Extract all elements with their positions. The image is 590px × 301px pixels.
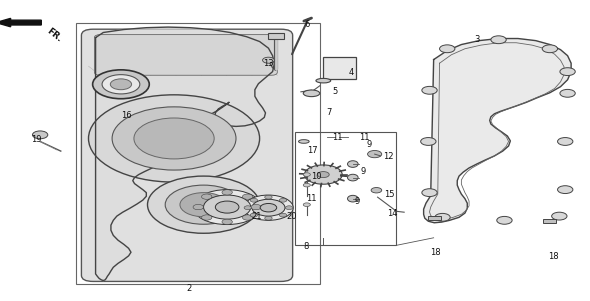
Circle shape bbox=[552, 212, 567, 220]
Bar bbox=[268, 33, 284, 39]
Text: 13: 13 bbox=[263, 59, 274, 68]
Circle shape bbox=[421, 138, 436, 145]
Circle shape bbox=[251, 204, 261, 210]
Bar bbox=[76, 23, 320, 284]
Text: 4: 4 bbox=[349, 68, 353, 77]
FancyBboxPatch shape bbox=[94, 35, 277, 75]
Text: 16: 16 bbox=[122, 111, 132, 120]
Circle shape bbox=[32, 131, 48, 139]
Text: 14: 14 bbox=[387, 209, 398, 218]
Circle shape bbox=[112, 107, 236, 170]
Circle shape bbox=[303, 203, 310, 206]
Ellipse shape bbox=[348, 174, 358, 181]
Text: 5: 5 bbox=[332, 87, 337, 96]
Text: 3: 3 bbox=[474, 35, 480, 44]
Circle shape bbox=[304, 165, 342, 184]
Text: 18: 18 bbox=[548, 252, 559, 261]
Circle shape bbox=[368, 150, 382, 158]
Circle shape bbox=[422, 86, 437, 94]
Circle shape bbox=[222, 219, 232, 225]
Text: 10: 10 bbox=[312, 172, 322, 181]
Polygon shape bbox=[424, 39, 571, 223]
Text: 9: 9 bbox=[355, 197, 359, 206]
Circle shape bbox=[265, 195, 272, 199]
Text: 19: 19 bbox=[31, 135, 42, 144]
Circle shape bbox=[497, 216, 512, 224]
Circle shape bbox=[222, 190, 232, 195]
Text: 12: 12 bbox=[383, 152, 394, 161]
Text: 11: 11 bbox=[332, 133, 343, 142]
Circle shape bbox=[88, 95, 260, 182]
Ellipse shape bbox=[303, 90, 320, 97]
Circle shape bbox=[558, 138, 573, 145]
Text: 15: 15 bbox=[384, 190, 395, 199]
FancyArrow shape bbox=[0, 18, 41, 27]
Text: 8: 8 bbox=[303, 242, 309, 251]
Circle shape bbox=[250, 198, 258, 202]
Text: 7: 7 bbox=[326, 108, 332, 117]
Circle shape bbox=[204, 195, 251, 219]
Ellipse shape bbox=[299, 140, 309, 143]
Circle shape bbox=[491, 36, 506, 44]
Circle shape bbox=[165, 185, 242, 224]
Bar bbox=[428, 216, 441, 220]
Circle shape bbox=[252, 199, 285, 216]
Circle shape bbox=[286, 206, 293, 209]
Bar bbox=[323, 57, 356, 79]
Text: 2: 2 bbox=[186, 284, 191, 293]
Text: FR.: FR. bbox=[45, 26, 64, 43]
Circle shape bbox=[202, 215, 212, 220]
Circle shape bbox=[435, 213, 450, 221]
Circle shape bbox=[422, 189, 437, 197]
Circle shape bbox=[180, 193, 227, 217]
Circle shape bbox=[148, 176, 260, 233]
Circle shape bbox=[193, 204, 204, 210]
Circle shape bbox=[303, 183, 310, 187]
Circle shape bbox=[244, 195, 293, 220]
Text: 17: 17 bbox=[307, 146, 318, 155]
Circle shape bbox=[102, 75, 140, 94]
Circle shape bbox=[193, 190, 261, 225]
Circle shape bbox=[542, 45, 558, 53]
Circle shape bbox=[242, 215, 253, 220]
Text: 9: 9 bbox=[360, 167, 365, 176]
Circle shape bbox=[260, 203, 277, 212]
Circle shape bbox=[242, 194, 253, 199]
Text: 20: 20 bbox=[287, 212, 297, 221]
Ellipse shape bbox=[348, 161, 358, 167]
Circle shape bbox=[244, 206, 251, 209]
Circle shape bbox=[317, 172, 329, 178]
Text: 6: 6 bbox=[304, 20, 310, 29]
Ellipse shape bbox=[316, 79, 331, 83]
Circle shape bbox=[303, 173, 310, 176]
Text: 9: 9 bbox=[366, 140, 371, 149]
Circle shape bbox=[93, 70, 149, 99]
Text: 11: 11 bbox=[359, 133, 370, 142]
Ellipse shape bbox=[348, 195, 358, 202]
Text: 21: 21 bbox=[251, 212, 262, 221]
Circle shape bbox=[134, 118, 214, 159]
Circle shape bbox=[250, 213, 258, 217]
Circle shape bbox=[560, 89, 575, 97]
Circle shape bbox=[265, 216, 272, 220]
Circle shape bbox=[560, 68, 575, 76]
Circle shape bbox=[215, 201, 239, 213]
Circle shape bbox=[440, 45, 455, 53]
FancyBboxPatch shape bbox=[81, 29, 293, 281]
Circle shape bbox=[279, 213, 287, 217]
Bar bbox=[543, 219, 556, 223]
Circle shape bbox=[558, 186, 573, 194]
Polygon shape bbox=[96, 27, 274, 281]
Circle shape bbox=[110, 79, 132, 90]
Circle shape bbox=[263, 57, 274, 63]
Text: 11: 11 bbox=[306, 194, 316, 203]
Circle shape bbox=[202, 194, 212, 199]
Circle shape bbox=[279, 198, 287, 202]
Circle shape bbox=[371, 188, 382, 193]
Text: 18: 18 bbox=[430, 248, 441, 257]
Bar bbox=[295, 132, 396, 245]
